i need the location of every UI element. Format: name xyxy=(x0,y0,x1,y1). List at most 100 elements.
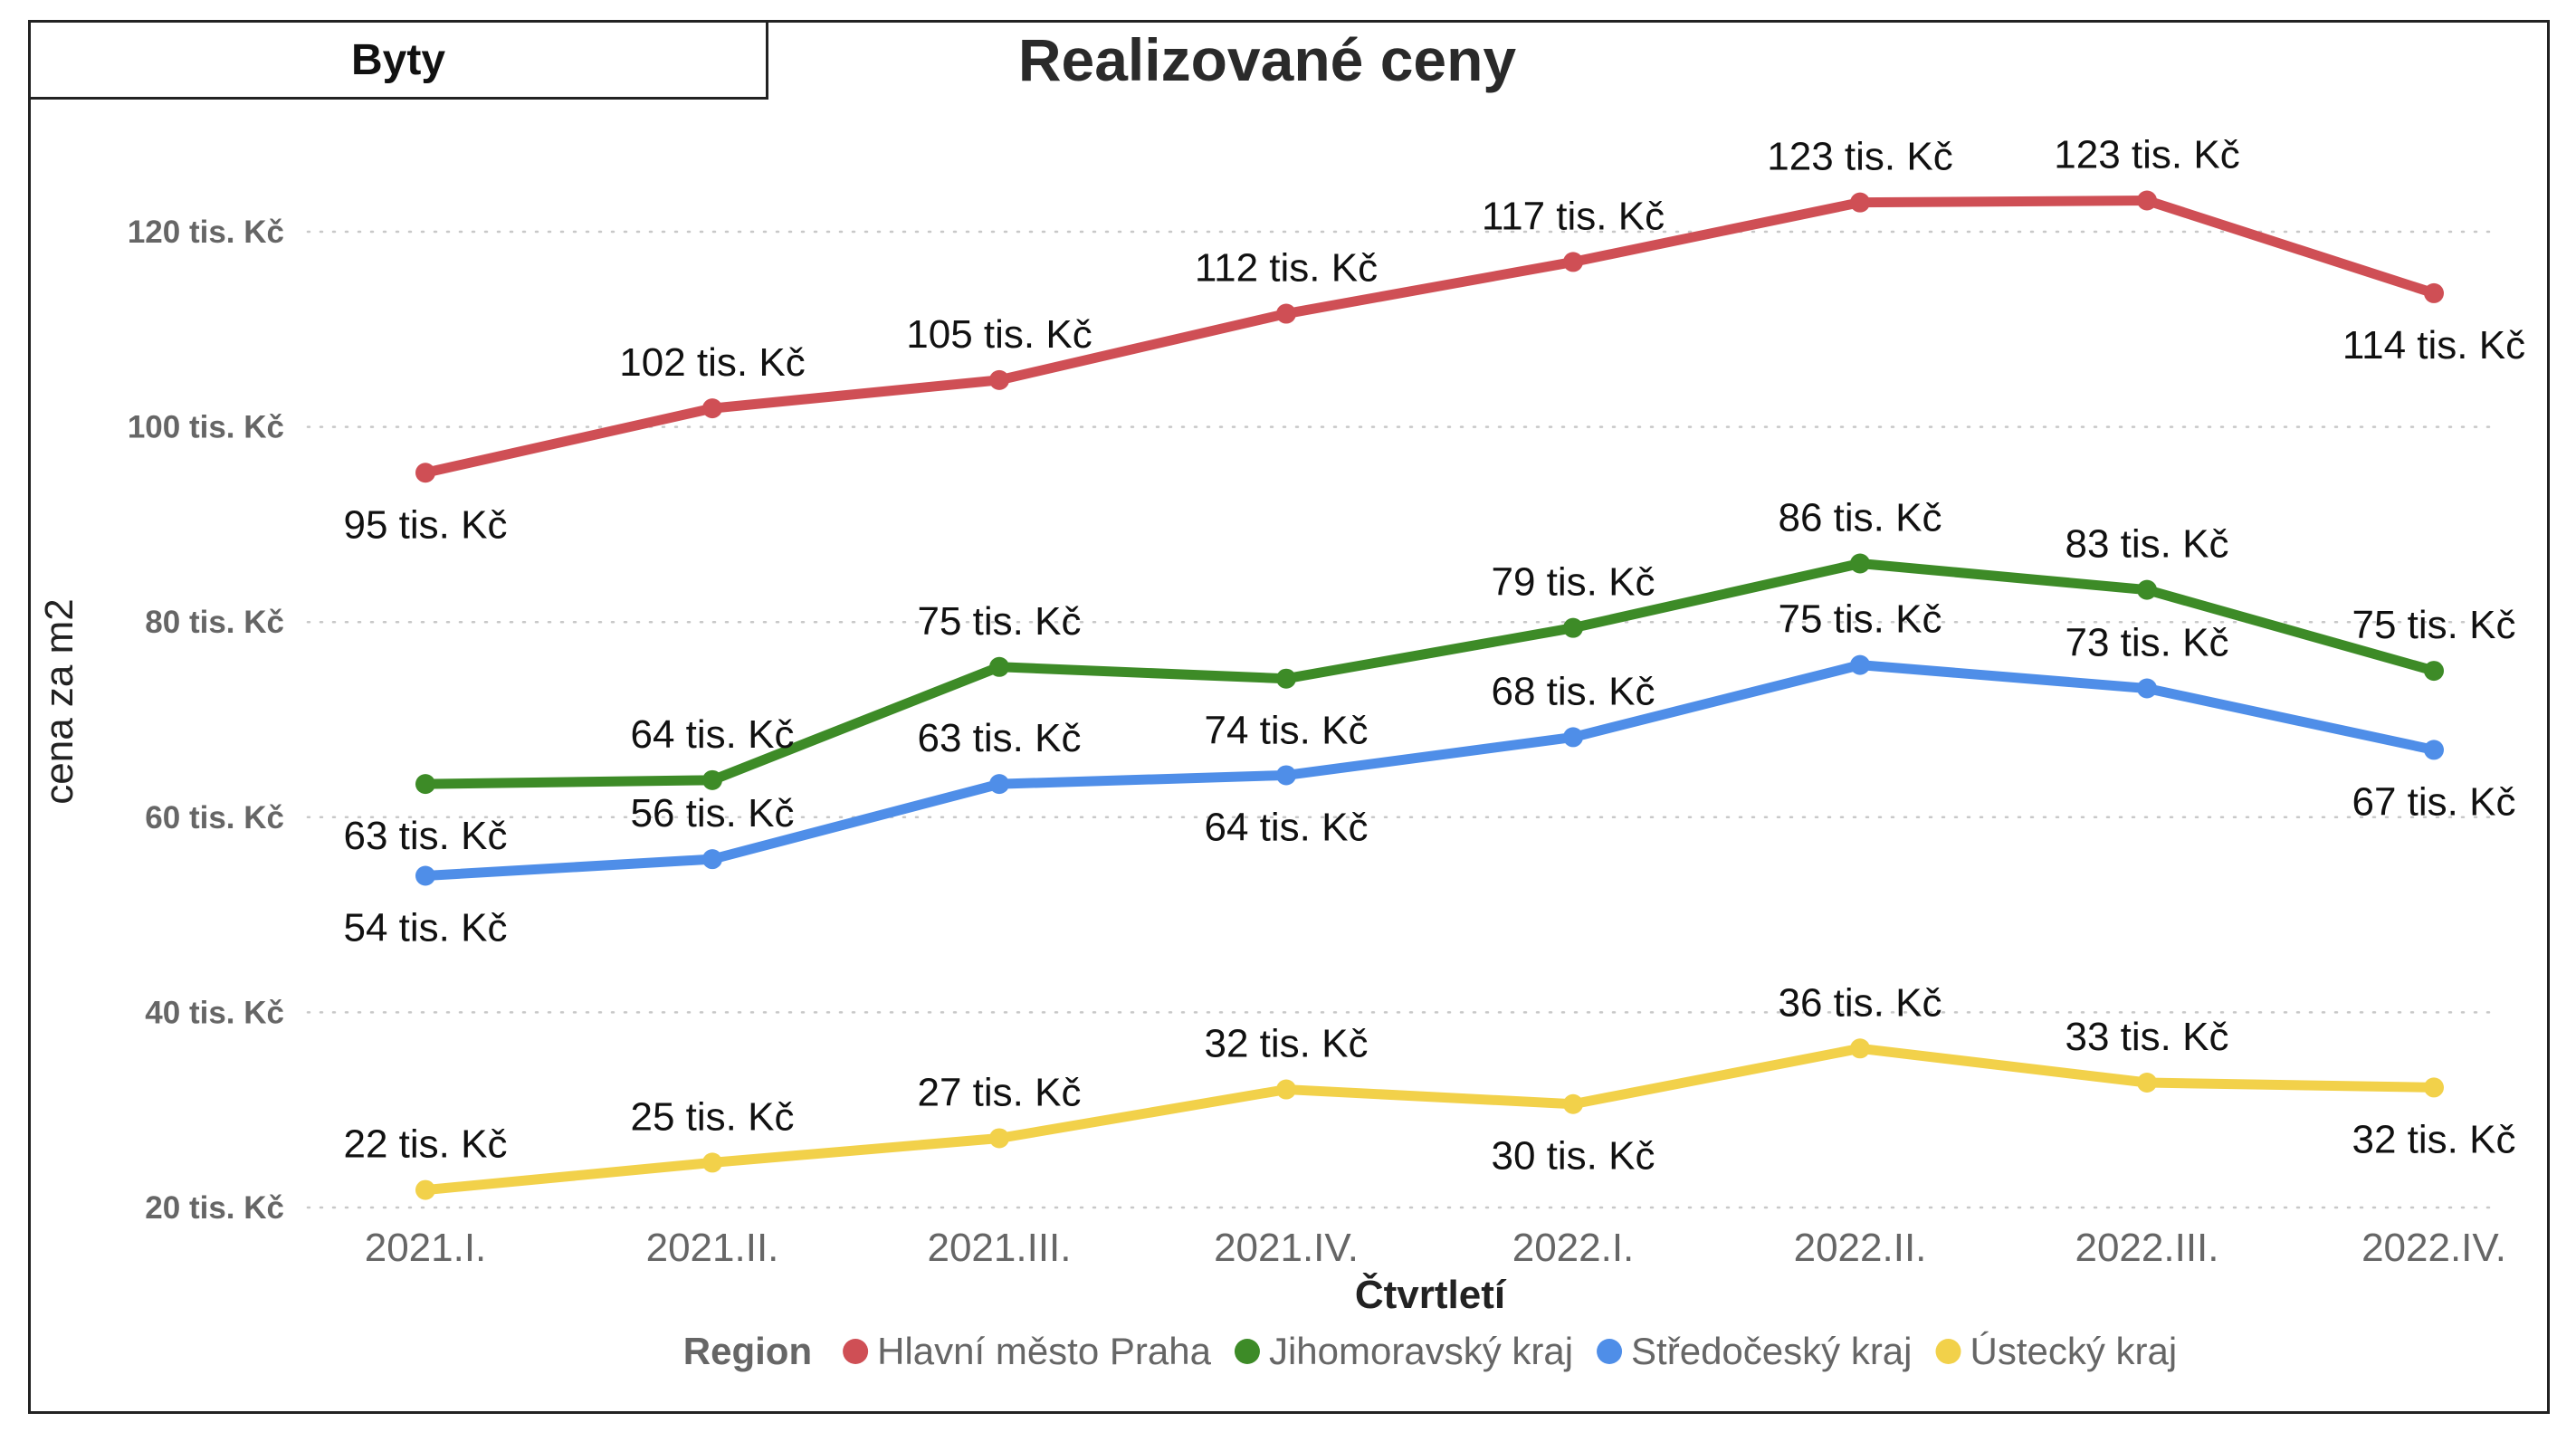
series-line xyxy=(420,558,2439,789)
data-label: 56 tis. Kč xyxy=(631,791,795,835)
data-point[interactable] xyxy=(2137,579,2157,600)
data-labels: 95 tis. Kč 102 tis. Kč 105 tis. Kč 112 tis.… xyxy=(344,133,2526,1179)
series-layer xyxy=(415,190,2444,1200)
data-label: 32 tis. Kč xyxy=(2352,1117,2516,1161)
data-point[interactable] xyxy=(2137,678,2157,699)
data-point[interactable] xyxy=(1850,192,1870,213)
data-point[interactable] xyxy=(2424,661,2444,682)
legend-swatch xyxy=(1597,1339,1623,1364)
data-point[interactable] xyxy=(2424,740,2444,760)
y-tick-label: 40 tis. Kč xyxy=(145,995,284,1030)
data-label: 63 tis. Kč xyxy=(344,814,508,858)
data-label: 32 tis. Kč xyxy=(1205,1022,1369,1066)
y-tick-label: 120 tis. Kč xyxy=(128,215,284,250)
data-point[interactable] xyxy=(1563,252,1583,272)
property-type-tab[interactable]: Byty xyxy=(28,20,768,100)
data-point[interactable] xyxy=(702,849,722,870)
data-point[interactable] xyxy=(1563,1093,1583,1114)
legend-item[interactable]: Hlavní město Praha xyxy=(877,1330,1211,1372)
x-tick-label: 2021.IV. xyxy=(1214,1226,1359,1270)
data-point[interactable] xyxy=(989,369,1009,390)
x-axis-title: Čtvrtletí xyxy=(1355,1271,1507,1317)
data-point[interactable] xyxy=(415,774,435,795)
legend-swatch xyxy=(1234,1339,1260,1364)
data-label: 123 tis. Kč xyxy=(2054,133,2239,177)
legend-item[interactable]: Jihomoravský kraj xyxy=(1269,1330,1573,1372)
data-label: 74 tis. Kč xyxy=(1205,709,1369,753)
data-label: 75 tis. Kč xyxy=(918,599,1082,644)
x-tick-label: 2022.IV. xyxy=(2361,1226,2506,1270)
data-label: 36 tis. Kč xyxy=(1779,980,1942,1025)
data-label: 79 tis. Kč xyxy=(1492,560,1655,605)
data-label: 22 tis. Kč xyxy=(344,1122,508,1167)
data-point[interactable] xyxy=(415,1179,435,1200)
data-label: 63 tis. Kč xyxy=(918,716,1082,760)
x-tick-label: 2022.II. xyxy=(1794,1226,1927,1270)
y-axis: 20 tis. Kč 40 tis. Kč 60 tis. Kč 80 tis. Kč… xyxy=(128,215,284,1226)
series-3 xyxy=(415,1038,2444,1200)
data-point[interactable] xyxy=(1276,668,1296,689)
data-label: 83 tis. Kč xyxy=(2066,522,2229,567)
data-label: 114 tis. Kč xyxy=(2342,323,2525,368)
x-tick-label: 2022.III. xyxy=(2075,1226,2218,1270)
y-tick-label: 60 tis. Kč xyxy=(145,800,284,835)
data-label: 117 tis. Kč xyxy=(1482,194,1665,238)
y-tick-label: 80 tis. Kč xyxy=(145,605,284,640)
data-point[interactable] xyxy=(1276,765,1296,786)
data-label: 95 tis. Kč xyxy=(344,502,508,547)
data-label: 25 tis. Kč xyxy=(631,1094,795,1139)
data-point[interactable] xyxy=(415,865,435,886)
gridlines xyxy=(306,230,2491,1209)
data-point[interactable] xyxy=(1850,1038,1870,1059)
data-point[interactable] xyxy=(702,769,722,790)
legend-title: Region xyxy=(683,1330,812,1372)
data-label: 30 tis. Kč xyxy=(1492,1134,1655,1179)
data-point[interactable] xyxy=(702,1152,722,1173)
data-point[interactable] xyxy=(989,774,1009,795)
data-point[interactable] xyxy=(2137,190,2157,211)
data-label: 68 tis. Kč xyxy=(1492,669,1655,713)
data-label: 27 tis. Kč xyxy=(918,1070,1082,1114)
series-line xyxy=(420,660,2439,881)
y-tick-label: 20 tis. Kč xyxy=(145,1190,284,1226)
chart-frame xyxy=(28,20,2550,1414)
data-point[interactable] xyxy=(1850,654,1870,675)
series-0 xyxy=(415,190,2444,483)
data-label: 75 tis. Kč xyxy=(1779,597,1942,642)
data-point[interactable] xyxy=(989,656,1009,677)
data-label: 64 tis. Kč xyxy=(631,712,795,757)
data-point[interactable] xyxy=(2424,282,2444,303)
legend: Region Hlavní město Praha Jihomoravský kra… xyxy=(683,1330,2177,1372)
data-point[interactable] xyxy=(1850,553,1870,574)
y-axis-title: cena za m2 xyxy=(37,598,81,804)
data-point[interactable] xyxy=(1276,303,1296,324)
data-label: 67 tis. Kč xyxy=(2352,779,2516,824)
data-point[interactable] xyxy=(702,398,722,419)
data-point[interactable] xyxy=(989,1128,1009,1149)
series-2 xyxy=(415,654,2444,886)
x-tick-label: 2021.I. xyxy=(365,1226,487,1270)
data-point[interactable] xyxy=(1563,617,1583,638)
data-label: 86 tis. Kč xyxy=(1779,496,1942,540)
data-label: 75 tis. Kč xyxy=(2352,603,2516,647)
data-label: 64 tis. Kč xyxy=(1205,805,1369,849)
data-label: 33 tis. Kč xyxy=(2066,1015,2229,1059)
y-tick-label: 100 tis. Kč xyxy=(128,410,284,445)
x-tick-label: 2022.I. xyxy=(1512,1226,1635,1270)
data-point[interactable] xyxy=(1276,1079,1296,1100)
data-label: 105 tis. Kč xyxy=(906,312,1092,357)
legend-item[interactable]: Ústecký kraj xyxy=(1970,1330,2178,1372)
data-label: 73 tis. Kč xyxy=(2066,621,2229,665)
x-tick-label: 2021.III. xyxy=(927,1226,1071,1270)
data-label: 54 tis. Kč xyxy=(344,905,508,950)
data-point[interactable] xyxy=(1563,727,1583,748)
x-tick-label: 2021.II. xyxy=(646,1226,779,1270)
data-point[interactable] xyxy=(2424,1077,2444,1098)
series-1 xyxy=(415,553,2444,795)
data-point[interactable] xyxy=(415,463,435,483)
data-point[interactable] xyxy=(2137,1073,2157,1093)
x-axis: 2021.I. 2021.II. 2021.III. 2021.IV. 2022.I. 2… xyxy=(365,1226,2506,1270)
legend-item[interactable]: Středočeský kraj xyxy=(1631,1330,1912,1372)
legend-swatch xyxy=(843,1339,869,1364)
